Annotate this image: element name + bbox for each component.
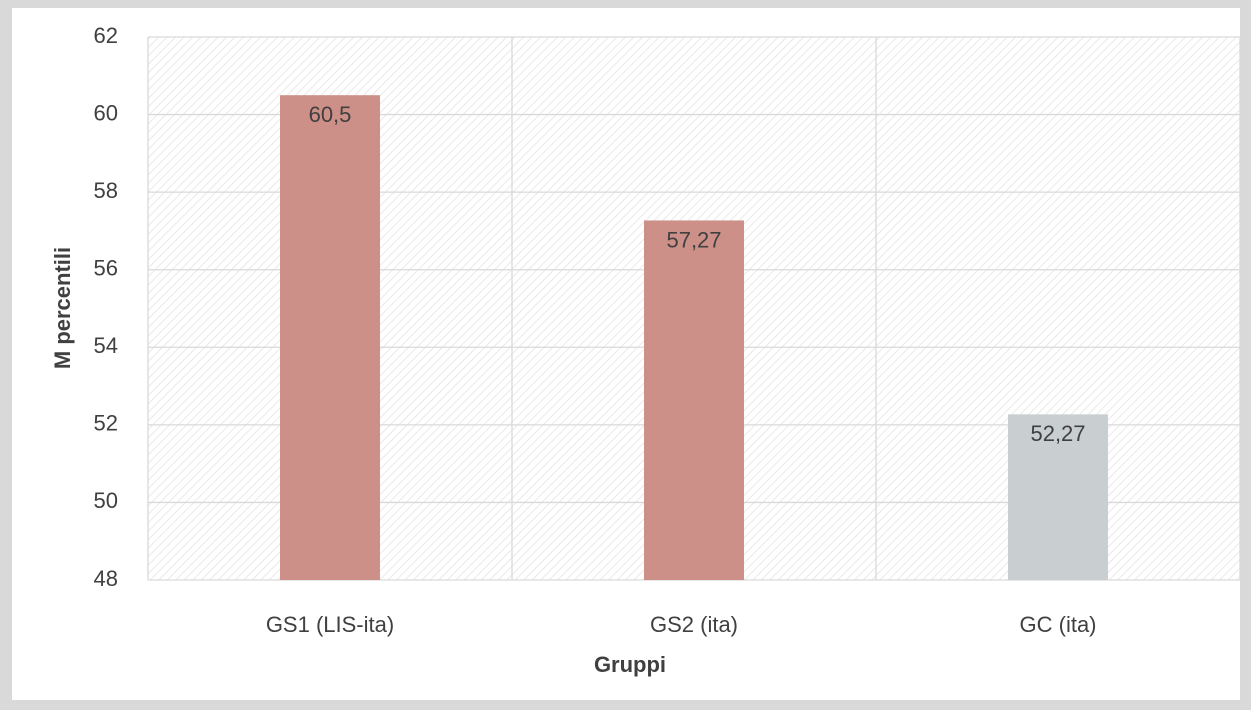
x-tick-label: GS2 (ita): [650, 612, 738, 637]
x-tick-label: GS1 (LIS-ita): [266, 612, 394, 637]
bar: [644, 220, 744, 580]
x-axis-title: Gruppi: [594, 652, 666, 677]
y-tick-label: 56: [94, 256, 118, 281]
y-axis-title: M percentili: [50, 247, 75, 369]
y-tick-label: 58: [94, 178, 118, 203]
y-tick-label: 62: [94, 23, 118, 48]
x-tick-label: GC (ita): [1020, 612, 1097, 637]
data-label: 60,5: [309, 102, 352, 127]
y-tick-label: 54: [94, 333, 118, 358]
bar: [1008, 414, 1108, 580]
bar: [280, 95, 380, 580]
y-tick-label: 52: [94, 411, 118, 436]
y-tick-label: 60: [94, 100, 118, 125]
y-tick-label: 50: [94, 488, 118, 513]
data-label: 52,27: [1030, 421, 1085, 446]
y-tick-label: 48: [94, 566, 118, 591]
data-label: 57,27: [666, 227, 721, 252]
